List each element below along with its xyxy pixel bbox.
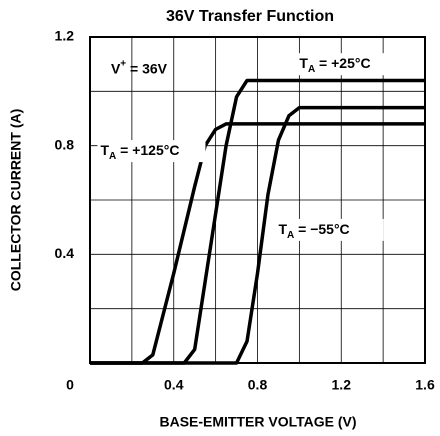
curve — [90, 122, 425, 365]
annotation: TA = −55°C — [278, 221, 349, 241]
label-rest: = 36V — [126, 60, 168, 76]
label-base: T — [299, 55, 308, 71]
label-base: T — [278, 221, 287, 237]
chart-title: 36V Transfer Function — [166, 8, 334, 25]
label-sub: A — [308, 64, 315, 75]
label-base: T — [100, 142, 109, 158]
x-tick-label: 1.6 — [415, 377, 435, 393]
label-sup: + — [120, 58, 126, 69]
label-sub: A — [287, 230, 294, 241]
label-bg — [296, 53, 405, 76]
annotation: TA = +25°C — [299, 55, 370, 75]
x-tick-label: 1.2 — [332, 377, 352, 393]
x-tick-label: 0.4 — [164, 377, 184, 393]
label-rest: = +25°C — [315, 55, 370, 71]
label-bg — [97, 140, 206, 163]
y-tick-label: 0.4 — [55, 245, 75, 261]
x-tick-label: 0.8 — [248, 377, 268, 393]
label-rest: = +125°C — [116, 142, 179, 158]
x-axis-label: BASE-EMITTER VOLTAGE (V) — [159, 414, 356, 430]
annotation: TA = +125°C — [100, 142, 179, 162]
y-axis-label: COLLECTOR CURRENT (A) — [8, 109, 24, 292]
curve — [90, 78, 425, 365]
label-base: V — [111, 60, 121, 76]
x-tick-label: 0 — [66, 377, 74, 393]
label-bg — [275, 218, 384, 241]
annotation: V+ = 36V — [111, 58, 168, 76]
y-tick-label: 0.8 — [55, 136, 75, 152]
curve — [90, 105, 425, 365]
label-sub: A — [109, 151, 116, 162]
label-rest: = −55°C — [294, 221, 349, 237]
y-tick-label: 1.2 — [55, 28, 75, 44]
